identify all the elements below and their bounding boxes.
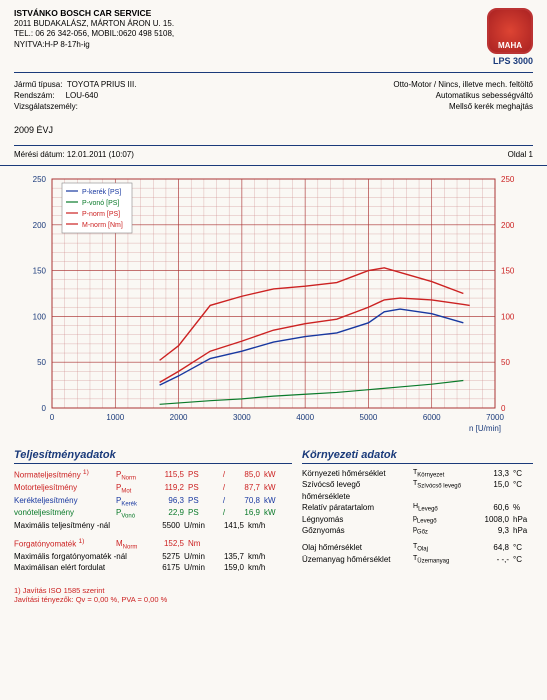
svg-text:200: 200	[33, 220, 47, 229]
page-number: Oldal 1	[508, 150, 533, 159]
svg-text:150: 150	[501, 266, 515, 275]
svg-text:P-norm [PS]: P-norm [PS]	[82, 211, 120, 218]
svg-text:7000: 7000	[486, 413, 504, 422]
telephone: TEL.: 06 26 342-056, MOBIL:0620 498 5108…	[14, 29, 174, 39]
svg-text:n [U/min]: n [U/min]	[469, 424, 501, 433]
measurement-date: Mérési dátum: 12.01.2011 (10:07)	[14, 150, 134, 159]
svg-text:250: 250	[501, 175, 515, 184]
header-left: ISTVÁNKO BOSCH CAR SERVICE 2011 BUDAKALÁ…	[14, 8, 174, 66]
svg-text:0: 0	[501, 404, 506, 413]
svg-text:100: 100	[501, 312, 515, 321]
svg-text:50: 50	[501, 358, 510, 367]
vehicle-meta: Jármű típusa: TOYOTA PRIUS III. Rendszám…	[14, 79, 136, 113]
svg-text:50: 50	[37, 358, 46, 367]
svg-text:M-norm [Nm]: M-norm [Nm]	[82, 222, 123, 229]
svg-text:5000: 5000	[360, 413, 378, 422]
svg-text:3000: 3000	[233, 413, 251, 422]
header-right: MAHA LPS 3000	[487, 8, 533, 66]
environment-table: Környezeti adatok Környezeti hőmérséklet…	[302, 449, 533, 574]
performance-table: Teljesítményadatok Normateljesítmény 1) …	[14, 449, 292, 574]
svg-text:200: 200	[501, 220, 515, 229]
address: 2011 BUDAKALÁSZ, MÁRTON ÁRON U. 15.	[14, 19, 174, 29]
svg-text:2000: 2000	[170, 413, 188, 422]
svg-text:1000: 1000	[106, 413, 124, 422]
svg-text:P-vonó [PS]: P-vonó [PS]	[82, 200, 119, 207]
svg-text:0: 0	[50, 413, 55, 422]
svg-text:P-kerék [PS]: P-kerék [PS]	[82, 189, 121, 196]
svg-text:0: 0	[42, 404, 47, 413]
maha-logo-icon: MAHA	[487, 8, 533, 54]
device-model: LPS 3000	[487, 56, 533, 66]
svg-text:6000: 6000	[423, 413, 441, 422]
company-name: ISTVÁNKO BOSCH CAR SERVICE	[14, 8, 174, 19]
model-year: 2009 ÉVJ	[0, 117, 547, 145]
open-hours: NYITVA:H-P 8-17h-ig	[14, 40, 174, 50]
drivetrain-meta: Otto-Motor / Nincs, illetve mech. feltöl…	[393, 79, 533, 113]
svg-text:4000: 4000	[296, 413, 314, 422]
svg-text:250: 250	[33, 175, 47, 184]
footnote: 1) Javítás ISO 1585 szerint Javítási tén…	[0, 582, 547, 606]
svg-text:150: 150	[33, 266, 47, 275]
svg-text:100: 100	[33, 312, 47, 321]
dyno-chart: 0100020003000400050006000700000505010010…	[0, 166, 547, 443]
